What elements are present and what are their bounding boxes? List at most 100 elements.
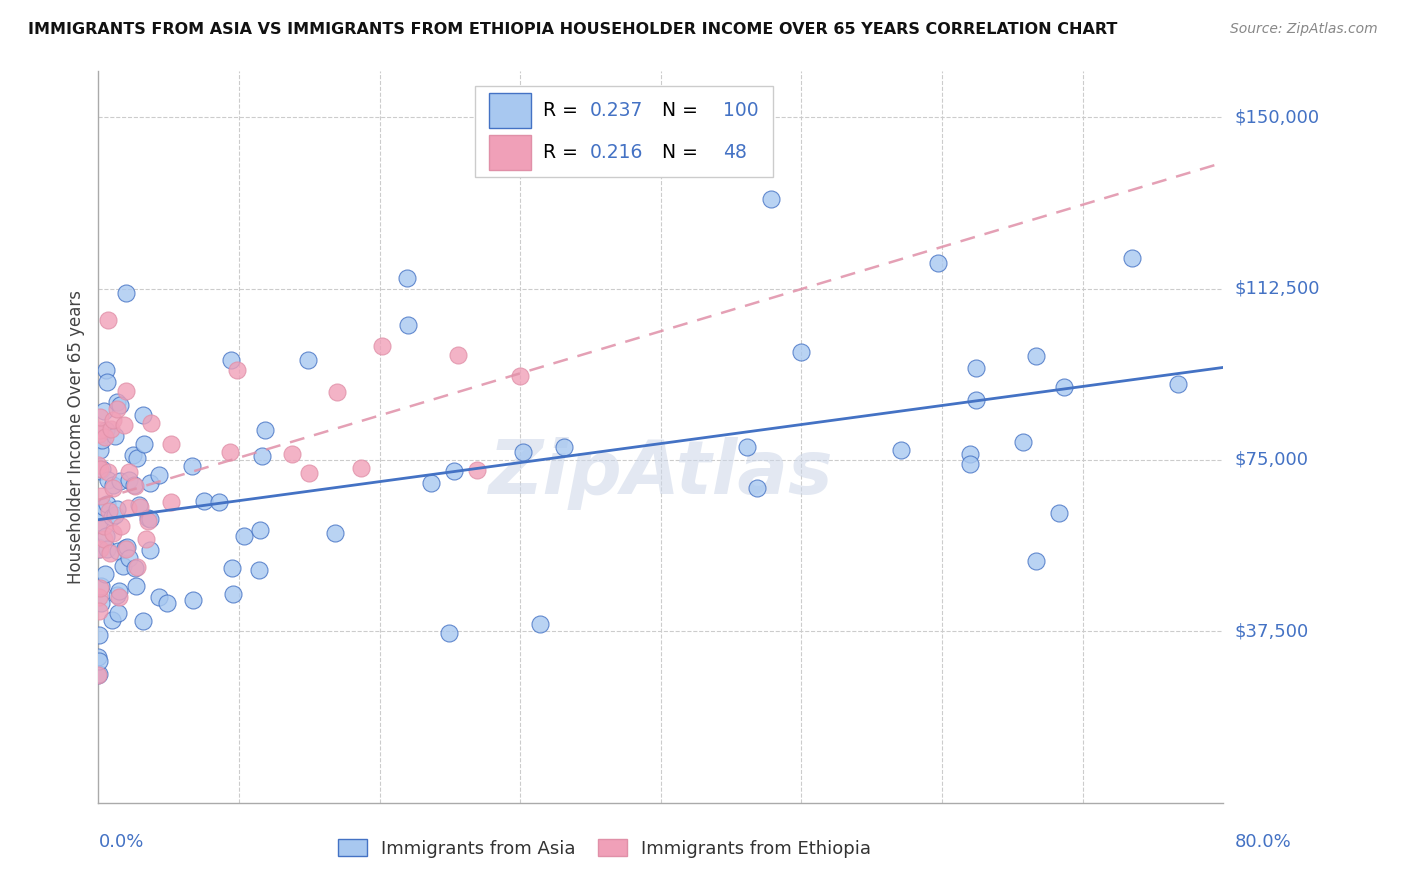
Point — [90, 579, 112, 593]
Point — [419, 475, 441, 490]
Text: $112,500: $112,500 — [1234, 279, 1320, 298]
Point — [107, 544, 129, 558]
Point — [465, 463, 488, 477]
Point — [96, 363, 118, 377]
Point — [87, 541, 110, 556]
Point — [965, 392, 987, 407]
Point — [97, 474, 120, 488]
Point — [395, 270, 418, 285]
Point — [90, 489, 112, 503]
Point — [219, 353, 242, 368]
Point — [107, 583, 129, 598]
Point — [790, 345, 813, 359]
Point — [87, 433, 110, 447]
Point — [110, 474, 132, 488]
Point — [326, 384, 349, 399]
Point — [97, 465, 120, 479]
Point — [965, 360, 987, 375]
Point — [93, 532, 115, 546]
Point — [221, 587, 243, 601]
Point — [1025, 349, 1047, 363]
Text: 80.0%: 80.0% — [1234, 833, 1291, 851]
Point — [512, 445, 534, 459]
Point — [94, 430, 117, 444]
Point — [89, 423, 111, 437]
Point — [93, 519, 115, 533]
Point — [371, 338, 394, 352]
Point — [89, 464, 111, 478]
Point — [208, 495, 231, 509]
Point — [89, 442, 111, 457]
Point — [114, 541, 136, 555]
Point — [118, 473, 141, 487]
Point — [115, 384, 138, 399]
Text: 0.0%: 0.0% — [98, 833, 143, 851]
Point — [105, 402, 128, 417]
Point — [96, 375, 118, 389]
Point — [96, 497, 118, 511]
Text: 0.237: 0.237 — [591, 101, 644, 120]
Point — [103, 428, 125, 442]
Point — [105, 394, 128, 409]
Point — [89, 462, 111, 476]
Point — [94, 528, 117, 542]
Point — [148, 468, 170, 483]
Point — [160, 495, 183, 509]
Point — [89, 654, 111, 668]
Point — [127, 560, 149, 574]
Point — [959, 447, 981, 461]
Point — [118, 550, 141, 565]
Text: 100: 100 — [723, 101, 758, 120]
Point — [98, 546, 121, 560]
Point — [139, 475, 162, 490]
Point — [89, 542, 111, 557]
Point — [139, 417, 162, 431]
Point — [181, 593, 204, 607]
Point — [89, 582, 111, 596]
Point — [107, 606, 129, 620]
Point — [124, 561, 146, 575]
Point — [148, 591, 170, 605]
Text: R =: R = — [543, 144, 583, 162]
Point — [219, 445, 242, 459]
Point — [117, 500, 139, 515]
Point — [115, 286, 138, 301]
Point — [759, 192, 782, 206]
Point — [1011, 434, 1033, 449]
Point — [132, 614, 155, 628]
Point — [104, 508, 127, 522]
Legend: Immigrants from Asia, Immigrants from Ethiopia: Immigrants from Asia, Immigrants from Et… — [333, 834, 876, 863]
Point — [509, 368, 531, 383]
Point — [90, 597, 112, 611]
Point — [100, 422, 122, 436]
Text: N =: N = — [650, 144, 703, 162]
Point — [447, 348, 470, 362]
Text: R =: R = — [543, 101, 583, 120]
Point — [138, 514, 160, 528]
Point — [193, 494, 215, 508]
Point — [135, 533, 157, 547]
Bar — [489, 136, 531, 170]
Text: $75,000: $75,000 — [1234, 451, 1309, 469]
Point — [253, 423, 276, 437]
Point — [107, 591, 129, 605]
Text: IMMIGRANTS FROM ASIA VS IMMIGRANTS FROM ETHIOPIA HOUSEHOLDER INCOME OVER 65 YEAR: IMMIGRANTS FROM ASIA VS IMMIGRANTS FROM … — [28, 22, 1118, 37]
Point — [93, 500, 115, 515]
Point — [1047, 506, 1070, 520]
Point — [87, 540, 110, 554]
Point — [180, 459, 202, 474]
FancyBboxPatch shape — [475, 86, 773, 178]
Point — [87, 590, 110, 604]
Point — [98, 503, 121, 517]
Point — [89, 410, 111, 425]
Point — [89, 515, 111, 529]
Point — [225, 363, 247, 377]
Point — [125, 579, 148, 593]
Point — [105, 588, 128, 602]
Point — [139, 543, 162, 558]
Point — [249, 524, 271, 538]
Point — [959, 457, 981, 471]
Point — [1025, 554, 1047, 568]
Point — [156, 596, 179, 610]
Point — [139, 512, 162, 526]
